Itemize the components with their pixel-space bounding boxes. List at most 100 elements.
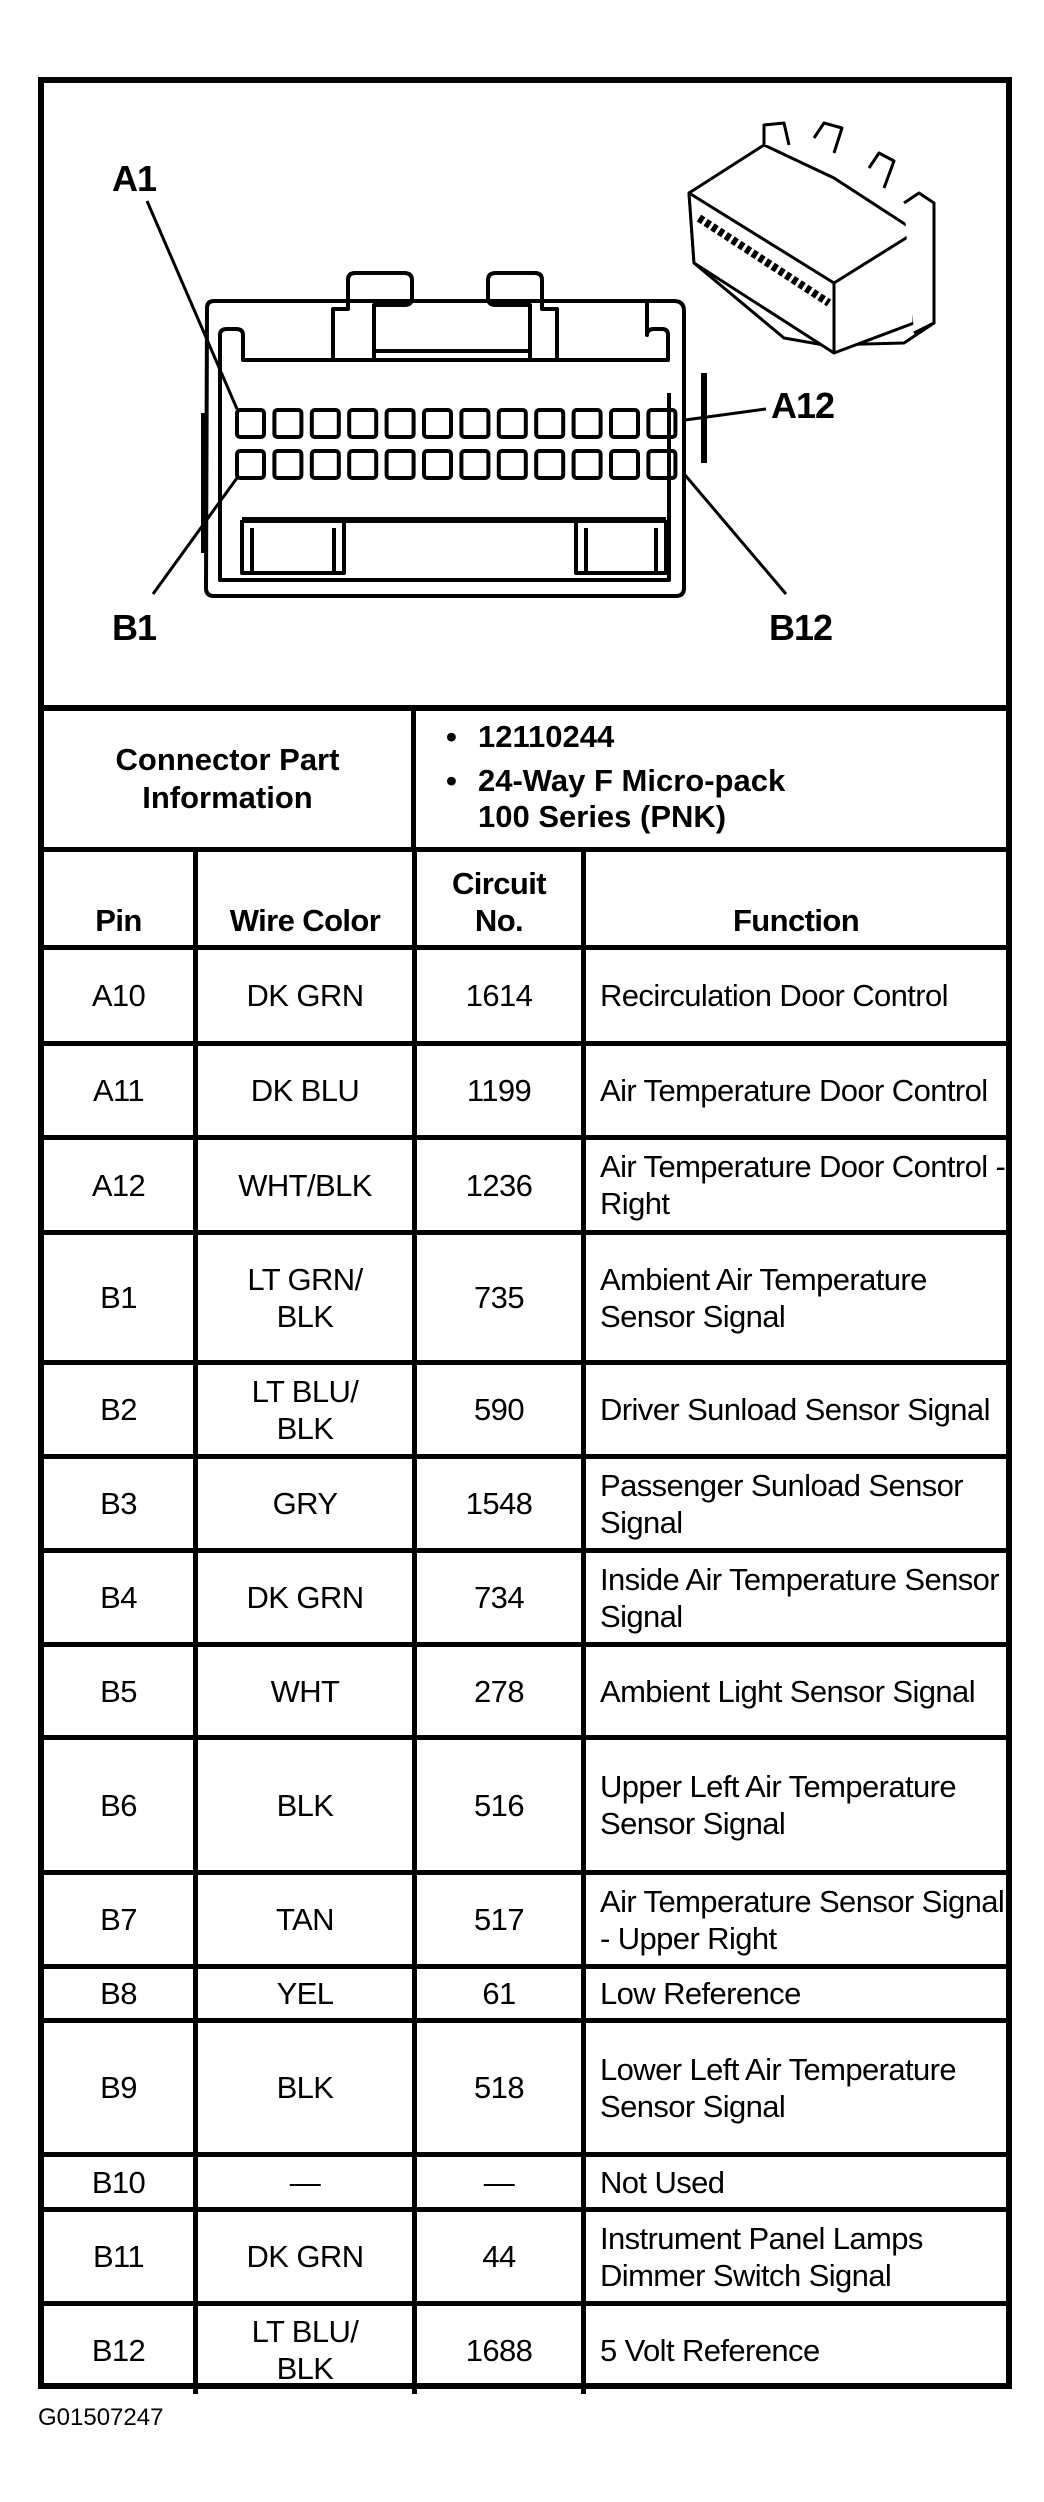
cell-circuit: 1236 <box>417 1140 586 1230</box>
cell-pin: B9 <box>44 2023 198 2152</box>
cell-circuit: 518 <box>417 2023 586 2152</box>
foot-left <box>240 520 346 575</box>
cell-function: Recirculation Door Control <box>600 978 949 1013</box>
table-row: B9 BLK 518 Lower Left Air Temperature Senso… <box>44 2023 1006 2157</box>
cell-pin: B6 <box>44 1740 198 1870</box>
figure-id: G01507247 <box>38 2404 164 2431</box>
cell-wire: GRY <box>198 1459 417 1548</box>
table-row: A11 DK BLU 1199 Air Temperature Door Contro… <box>44 1046 1006 1140</box>
pin-cavity-b10 <box>571 449 603 480</box>
pin-cavity-b1 <box>235 449 266 480</box>
cell-pin: B3 <box>44 1459 198 1548</box>
pin-cavity-a7 <box>459 408 491 439</box>
cell-wire: LT GRN/ BLK <box>198 1235 417 1360</box>
cell-pin: A10 <box>44 950 198 1041</box>
cell-circuit: 44 <box>417 2212 586 2301</box>
cell-wire: WHT <box>198 1647 417 1735</box>
cell-wire: BLK <box>198 2023 417 2152</box>
pin-label-b1: B1 <box>112 607 157 648</box>
latch-right <box>486 271 559 360</box>
connector-iso-thumbnail <box>687 121 936 355</box>
connector-end-view-frame: A1 A12 B1 B12 Connector Part Information… <box>38 77 1012 2394</box>
cell-circuit: — <box>417 2157 586 2207</box>
pin-cavity-a8 <box>496 408 528 439</box>
cell-function: Low Reference <box>600 1976 801 2011</box>
connector-drawing <box>145 121 936 598</box>
cell-circuit: 1688 <box>417 2306 586 2394</box>
table-row: B4 DK GRN 734 Inside Air Temperature Sensor… <box>44 1553 1006 1647</box>
cell-wire: YEL <box>198 1969 417 2018</box>
table-row: B5 WHT 278 Ambient Light Sensor Signal <box>44 1647 1006 1740</box>
table-row: B12 LT BLU/ BLK 1688 5 Volt Reference <box>44 2306 1006 2394</box>
cell-function: Instrument Panel Lamps Dimmer Switch Sig… <box>600 2220 923 2293</box>
table-row: B10— — Not Used <box>44 2157 1006 2212</box>
cell-circuit: 61 <box>417 1969 586 2018</box>
cell-wire: TAN <box>198 1875 417 1964</box>
cell-circuit: 278 <box>417 1647 586 1735</box>
pin-cavity-a12 <box>646 408 678 439</box>
cell-pin: B1 <box>44 1235 198 1360</box>
cell-circuit: 734 <box>417 1553 586 1642</box>
pin-cavity-b8 <box>496 449 528 480</box>
pin-cavity-a9 <box>534 408 566 439</box>
cell-function: Lower Left Air Temperature Sensor Signal <box>600 2051 957 2124</box>
cell-circuit: 1199 <box>417 1046 586 1135</box>
cell-pin: B11 <box>44 2212 198 2301</box>
connector-outline <box>204 299 686 598</box>
pin-cavity-b2 <box>272 449 304 480</box>
pin-cavity-a4 <box>347 408 379 439</box>
cell-wire: BLK <box>198 1740 417 1870</box>
table-row: B11 DK GRN 44 Instrument Panel Lamps Dimmer… <box>44 2212 1006 2306</box>
cell-pin: B7 <box>44 1875 198 1964</box>
table-row: B6 BLK 516 Upper Left Air Temperature Senso… <box>44 1740 1006 1875</box>
cell-function: Upper Left Air Temperature Sensor Signal <box>600 1769 957 1841</box>
table-row: B8 YEL 61 Low Reference <box>44 1969 1006 2023</box>
header-function: Function <box>732 903 860 938</box>
table-row: B7 TAN 517 Air Temperature Sensor Signal - … <box>44 1875 1006 1969</box>
header-pin: Pin <box>44 852 198 945</box>
cell-function: Not Used <box>600 2164 725 2200</box>
cell-function: Passenger Sunload Sensor Signal <box>600 1467 964 1540</box>
cell-circuit: 1548 <box>417 1459 586 1548</box>
pin-cavity-b12 <box>646 449 678 480</box>
cell-wire: DK GRN <box>198 950 417 1041</box>
leader-b12 <box>683 474 788 595</box>
pin-label-a1: A1 <box>112 158 157 199</box>
cell-wire: DK BLU <box>198 1046 417 1135</box>
pin-label-b12: B12 <box>769 607 833 648</box>
cell-circuit: 517 <box>417 1875 586 1964</box>
pin-cavity-b9 <box>534 449 566 480</box>
leader-a1 <box>145 200 239 410</box>
pin-cavity-b7 <box>459 449 491 480</box>
pin-label-a12: A12 <box>771 385 835 426</box>
cell-circuit: 590 <box>417 1365 586 1454</box>
table-header-row: Pin Wire Color Circuit No. Function <box>44 852 1006 950</box>
pin-cavity-a11 <box>609 408 640 439</box>
pin-cavity-a5 <box>384 408 416 439</box>
cell-function: 5 Volt Reference <box>600 2332 820 2368</box>
cell-function: Driver Sunload Sensor Signal <box>600 1392 990 1427</box>
connector-info-label: Connector Part Information <box>44 711 416 847</box>
cell-circuit: 1614 <box>417 950 586 1041</box>
pin-cavity-a10 <box>571 408 603 439</box>
table-row: B2 LT BLU/ BLK 590 Driver Sunload Sensor Si… <box>44 1365 1006 1459</box>
connector-part-number: 12110244 <box>416 719 1006 755</box>
cell-wire: — <box>198 2157 417 2207</box>
header-circuit-no: Circuit No. <box>417 852 586 945</box>
cell-function: Air Temperature Door Control - Right <box>600 1149 1006 1221</box>
cell-pin: B10 <box>44 2157 198 2207</box>
leader-a12 <box>684 407 767 422</box>
latch-left <box>331 271 414 360</box>
pin-cavity-b6 <box>422 449 453 480</box>
cell-wire: LT BLU/ BLK <box>198 2306 417 2394</box>
cell-pin: B2 <box>44 1365 198 1454</box>
pin-cavity-a6 <box>422 408 453 439</box>
pin-cavity-a2 <box>272 408 304 439</box>
pin-cavity-b11 <box>609 449 640 480</box>
cell-pin: A12 <box>44 1140 198 1230</box>
cell-wire: DK GRN <box>198 1553 417 1642</box>
table-row: A12 WHT/BLK 1236 Air Temperature Door Contr… <box>44 1140 1006 1235</box>
cell-pin: A11 <box>44 1046 198 1135</box>
table-row: B3 GRY 1548 Passenger Sunload Sensor Signal <box>44 1459 1006 1553</box>
cell-function: Ambient Light Sensor Signal <box>600 1673 976 1709</box>
